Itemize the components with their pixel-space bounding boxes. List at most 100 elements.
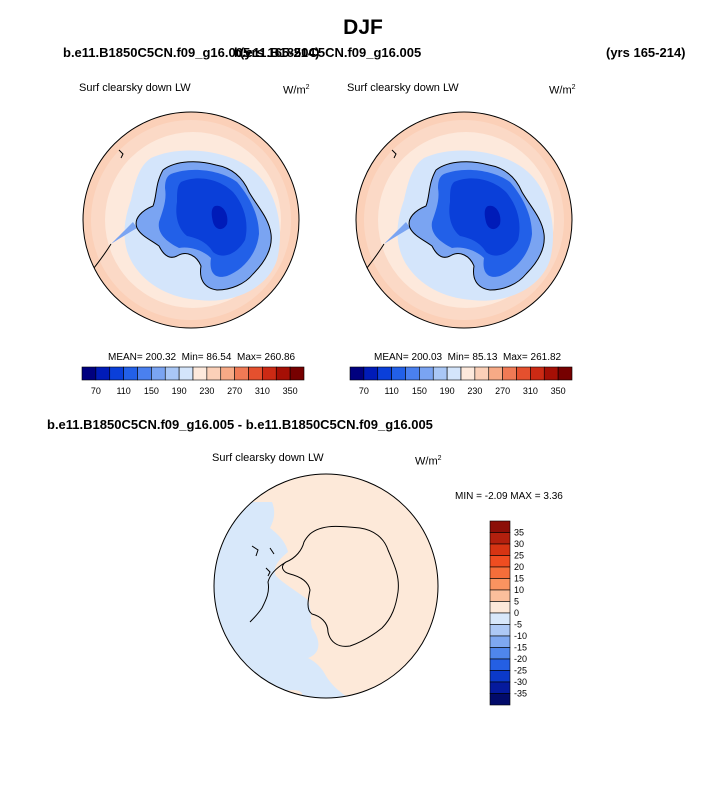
panel1-colorbar-swatch [234, 366, 249, 381]
left-case-name: b.e11.B1850C5CN.f09_g16.005 [63, 45, 251, 60]
diff-colorbar-swatch [489, 693, 511, 706]
panel2-colorbar-swatch [530, 366, 545, 381]
panel2-colorbar-swatch [432, 366, 448, 381]
diff-stats: MIN = -2.09 MAX = 3.36 [455, 491, 563, 502]
panel1-colorbar-swatch [123, 366, 138, 381]
panel1-colorbar-swatch [248, 366, 263, 381]
panel1-colorbar-tick-label: 270 [227, 386, 242, 396]
panel1-title: Surf clearsky down LW [79, 82, 191, 94]
diff-colorbar-swatch [489, 520, 511, 533]
panel1-colorbar-tick-label: 310 [255, 386, 270, 396]
panel2-colorbar-swatch [363, 366, 379, 381]
panel1-stats: MEAN= 200.32 Min= 86.54 Max= 260.86 [108, 352, 296, 363]
panel2-colorbar-tick-label: 150 [412, 386, 427, 396]
panel2-colorbar-tick-label: 310 [523, 386, 538, 396]
panel1-colorbar-swatch [275, 366, 291, 381]
panel1-polar-map [82, 111, 300, 329]
panel2-colorbar-swatch [349, 366, 365, 381]
panel1-colorbar: 70 110 150 190 230 270 310 350 [81, 366, 305, 396]
panel2-plateau-min [484, 205, 501, 230]
panel2-units: W/m2 [549, 84, 576, 97]
diff-colorbar-swatch [489, 578, 511, 591]
panel2-polar-map [355, 111, 573, 329]
diff-positive-patch [282, 690, 302, 698]
diff-colorbar-tick-label: -30 [514, 677, 527, 687]
panel1-plateau-min [211, 205, 228, 230]
diff-colorbar-swatch [489, 635, 511, 648]
diff-colorbar-tick-label: -10 [514, 631, 527, 641]
panel1-colorbar-tick-label: 110 [116, 386, 130, 396]
panel1-colorbar-tick-label: 70 [91, 386, 101, 396]
diff-colorbar-swatch [489, 624, 511, 637]
panel1-colorbar-swatch [178, 366, 194, 381]
diff-colorbar-tick-label: 0 [514, 608, 519, 618]
diff-colorbar-swatch [489, 555, 511, 568]
panel2-colorbar-tick-label: 190 [440, 386, 455, 396]
diff-case-label: b.e11.B1850C5CN.f09_g16.005 - b.e11.B185… [47, 417, 433, 432]
panel1-colorbar-tick-label: 230 [199, 386, 214, 396]
panel1-map-border [82, 111, 300, 329]
diff-colorbar-swatch [489, 681, 511, 694]
diff-colorbar-swatch [489, 670, 511, 683]
panel2-colorbar-swatch [405, 366, 420, 381]
panel2-colorbar-swatch [516, 366, 531, 381]
panel2-colorbar-tick-label: 350 [551, 386, 566, 396]
diff-colorbar-tick-label: -35 [514, 689, 527, 699]
panel2-colorbar-swatch [488, 366, 503, 381]
panel1-colorbar-swatch [151, 366, 166, 381]
diff-colorbar-tick-label: 20 [514, 562, 524, 572]
diff-colorbar-tick-label: 15 [514, 574, 524, 584]
left-years-label: (yrs 165-214) [240, 45, 320, 60]
panel2-colorbar-swatch [446, 366, 462, 381]
season-title: DJF [343, 16, 383, 39]
panel2-colorbar-swatch [460, 366, 476, 381]
diff-colorbar-swatch [489, 601, 511, 614]
panel1-plateau-high [176, 178, 247, 256]
diff-peninsula-coast [249, 561, 287, 623]
panel1-colorbar-swatch [81, 366, 97, 381]
panel2-colorbar-swatch [391, 366, 406, 381]
panel2-title: Surf clearsky down LW [347, 82, 459, 94]
panel2-plateau-high [449, 178, 520, 256]
diff-units: W/m2 [415, 455, 442, 468]
diff-colorbar-swatch [489, 543, 511, 556]
panel2-peninsula [384, 222, 410, 244]
panel1-colorbar-swatch [289, 366, 305, 381]
diff-islands [251, 545, 275, 577]
diff-colorbar-tick-label: 25 [514, 551, 524, 561]
diff-colorbar-swatch [489, 589, 511, 602]
panel2-colorbar-swatch [557, 366, 573, 381]
panel2-stats: MEAN= 200.03 Min= 85.13 Max= 261.82 [374, 352, 562, 363]
diff-colorbar-tick-label: 35 [514, 528, 524, 538]
panel2-colorbar-tick-label: 270 [495, 386, 510, 396]
panel2-colorbar-swatch [543, 366, 559, 381]
panel2-colorbar-swatch [419, 366, 434, 381]
panel1-colorbar-swatch [262, 366, 277, 381]
panel1-south-america-tip [118, 149, 124, 159]
diff-map-border [213, 473, 439, 699]
diff-polar-map [213, 473, 439, 699]
panel1-peninsula [111, 222, 137, 244]
panel1-colorbar-swatch [206, 366, 222, 381]
panel2-colorbar-tick-label: 230 [467, 386, 482, 396]
diff-colorbar-swatch [489, 566, 511, 579]
panel1-colorbar-tick-label: 150 [144, 386, 159, 396]
panel2-map-border [355, 111, 573, 329]
middle-case-name: b.e11.B1850C5CN.f09_g16.005 [234, 45, 422, 60]
diff-colorbar-tick-label: -20 [514, 654, 527, 664]
panel2-south-america-tip [391, 149, 397, 159]
diff-colorbar-tick-label: 5 [514, 597, 519, 607]
diff-colorbar-tick-label: 30 [514, 539, 524, 549]
diff-negative-area-south [272, 658, 352, 698]
panel1-colorbar-swatch [192, 366, 208, 381]
panel1-colorbar-tick-label: 350 [283, 386, 298, 396]
panel1-colorbar-tick-label: 190 [172, 386, 187, 396]
diff-colorbar-tick-label: -15 [514, 643, 527, 653]
diff-colorbar-swatch [489, 658, 511, 671]
panel2-colorbar-tick-label: 70 [359, 386, 369, 396]
panel2-colorbar-tick-label: 110 [384, 386, 398, 396]
panel1-colorbar-swatch [220, 366, 235, 381]
panel1-units: W/m2 [283, 84, 310, 97]
panel2-colorbar-swatch [474, 366, 490, 381]
diff-colorbar-swatch [489, 647, 511, 660]
